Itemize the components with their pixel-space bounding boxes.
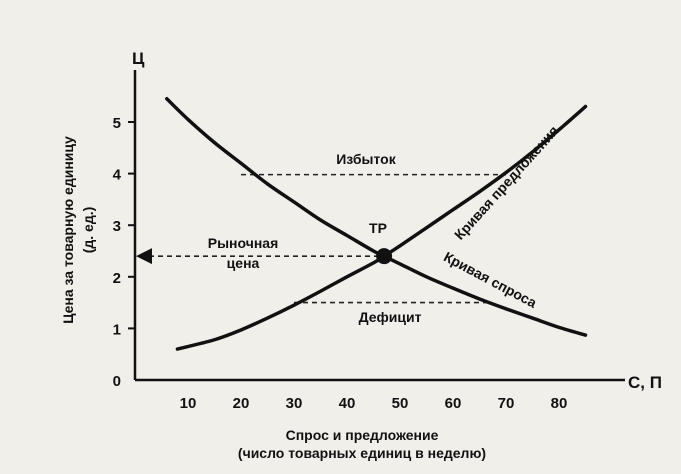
x-axis-letter: С, П — [628, 373, 662, 392]
x-tick-label: 50 — [392, 395, 409, 412]
x-tick-label: 70 — [498, 395, 515, 412]
y-tick-label: 2 — [113, 270, 121, 287]
shortage-label: Дефицит — [359, 309, 422, 325]
y-axis-label-line2: (д. ед.) — [80, 207, 96, 254]
guide-lines — [136, 173, 506, 304]
y-tick-label: 4 — [113, 167, 122, 184]
curves — [165, 97, 588, 351]
y-axis-label-line1: Цена за товарную единицу — [60, 136, 76, 324]
y-tick-label: 5 — [113, 115, 121, 132]
y-tick-label: 0 — [113, 373, 121, 390]
equilibrium-label: ТР — [369, 220, 387, 236]
market-price-label-line2: цена — [227, 255, 260, 271]
y-tick-label: 1 — [113, 321, 121, 338]
equilibrium-point — [376, 248, 393, 265]
market-price-arrow — [136, 248, 152, 265]
market-price-label-line1: Рыночная — [208, 235, 279, 251]
x-tick-label: 60 — [445, 395, 462, 412]
ticks: 0 1 2 3 4 5 10 20 30 40 50 60 70 80 — [113, 115, 568, 412]
x-tick-label: 30 — [286, 395, 303, 412]
x-axis-label-line1: Спрос и предложение — [286, 427, 439, 443]
y-axis-letter: Ц — [132, 49, 145, 68]
supply-curve-label: Кривая предложения — [451, 122, 562, 242]
x-axis-label-line2: (число товарных единиц в неделю) — [238, 445, 486, 461]
y-tick-label: 3 — [113, 218, 121, 235]
x-tick-label: 40 — [339, 395, 356, 412]
x-tick-label: 20 — [233, 395, 250, 412]
surplus-label: Избыток — [336, 151, 397, 167]
x-tick-label: 10 — [180, 395, 197, 412]
x-tick-label: 80 — [551, 395, 568, 412]
